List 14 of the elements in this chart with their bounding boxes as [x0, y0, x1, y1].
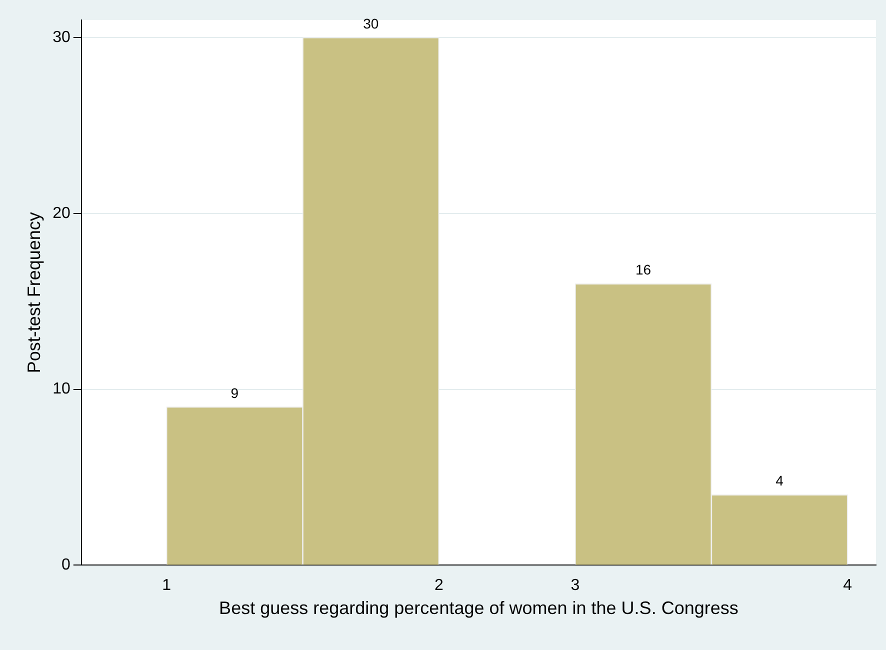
- x-tick-label: 1: [162, 577, 172, 594]
- y-tick-label: 20: [52, 204, 70, 222]
- y-tick-label: 0: [61, 556, 70, 574]
- data-label: 30: [363, 15, 379, 32]
- data-label: 16: [636, 262, 652, 278]
- y-tick-label: 10: [52, 380, 70, 398]
- x-tick-label: 2: [434, 577, 444, 594]
- y-tick-label: 30: [52, 28, 70, 46]
- x-tick-label: 4: [843, 577, 852, 594]
- data-label: 4: [776, 472, 784, 489]
- data-label: 9: [230, 384, 239, 401]
- x-tick-label: 3: [570, 577, 580, 594]
- y-axis-title: Post-test Frequency: [24, 212, 44, 374]
- x-axis-title: Best guess regarding percentage of women in the U.S. Congress: [219, 598, 738, 618]
